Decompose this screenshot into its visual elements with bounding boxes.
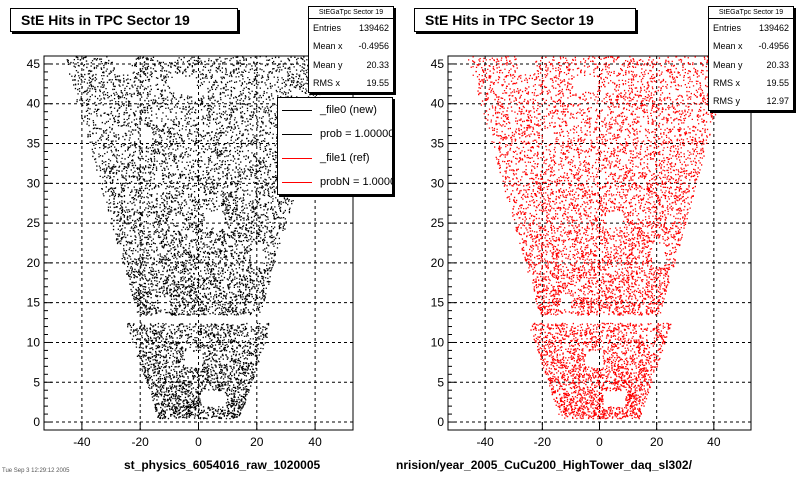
legend-label: probN = 1.000000 <box>320 176 392 188</box>
left-footer-filename: st_physics_6054016_raw_1020005 <box>124 458 321 472</box>
legend-entry: probN = 1.000000 <box>278 170 392 194</box>
hit-points <box>66 56 333 420</box>
stats-row: Mean x -0.4956 <box>309 37 393 55</box>
y-tick-label: 45 <box>27 57 41 71</box>
y-tick-label: 40 <box>431 97 445 111</box>
legend-label: _file1 (ref) <box>320 152 370 164</box>
stats-label: Entries <box>313 23 342 33</box>
y-tick-label: 30 <box>27 176 41 190</box>
y-tick-label: 45 <box>431 57 445 71</box>
stats-label: RMS x <box>713 77 740 88</box>
stats-label: Mean x <box>713 41 743 52</box>
stats-value: 19.55 <box>366 77 389 88</box>
y-tick-label: 10 <box>431 335 445 349</box>
right-hits-scatter <box>468 56 730 420</box>
y-tick-label: 35 <box>27 137 41 151</box>
y-tick-label: 25 <box>431 216 445 230</box>
legend-swatch <box>282 157 312 159</box>
left-legend: _file0 (new) prob = 1.000000 _file1 (ref) p… <box>277 97 393 195</box>
stats-row: Mean y 20.33 <box>709 56 793 74</box>
left-stats-title: StEGaTpc Sector 19 <box>309 7 393 19</box>
y-tick-label: 15 <box>431 296 445 310</box>
legend-swatch <box>282 109 312 111</box>
legend-entry: _file1 (ref) <box>278 146 392 170</box>
stats-value: -0.4956 <box>358 41 389 52</box>
stats-label: RMS x <box>313 77 340 88</box>
legend-entry: prob = 1.000000 <box>278 122 392 146</box>
stats-row: RMS y 12.97 <box>709 92 793 110</box>
left-axes: -40 -20 0 20 40 0 5 10 15 20 25 30 35 40 45 <box>27 57 322 449</box>
stats-value: -0.4956 <box>758 41 789 52</box>
legend-entry: _file0 (new) <box>278 98 392 122</box>
stats-row: Mean x -0.4956 <box>709 37 793 55</box>
stats-value: 139462 <box>358 23 389 33</box>
right-footer-path: nrision/year_2005_CuCu200_HighTower_daq_… <box>396 458 692 472</box>
y-tick-label: 5 <box>33 375 40 389</box>
y-tick-label: 15 <box>27 296 41 310</box>
y-tick-label: 20 <box>27 256 41 270</box>
left-chart-title: StE Hits in TPC Sector 19 <box>10 8 238 32</box>
y-tick-label: 20 <box>431 256 445 270</box>
x-tick-label: -40 <box>73 435 91 449</box>
corner-timestamp: Tue Sep 3 12:29:12 2005 <box>2 468 70 474</box>
stats-value: 20.33 <box>366 59 389 70</box>
x-tick-label: -20 <box>132 435 150 449</box>
left-hits-scatter <box>66 56 333 420</box>
right-stats-box: StEGaTpc Sector 19 Entries 139462 Mean x -0… <box>708 6 794 112</box>
stats-value: 139462 <box>758 23 789 33</box>
legend-swatch <box>282 133 312 135</box>
stats-value: 12.97 <box>766 96 789 107</box>
legend-label: prob = 1.000000 <box>320 128 393 140</box>
y-tick-label: 5 <box>437 375 444 389</box>
x-tick-label: 0 <box>596 435 603 449</box>
x-tick-label: 20 <box>250 435 264 449</box>
right-panel: -40 -20 0 20 40 0 5 10 15 20 25 30 35 40 45 <box>431 55 752 449</box>
stats-label: Mean y <box>713 59 743 70</box>
stats-value: 20.33 <box>766 59 789 70</box>
legend-swatch <box>282 181 312 183</box>
y-tick-label: 0 <box>437 415 444 429</box>
stats-row: Mean y 20.33 <box>309 56 393 74</box>
x-tick-label: -20 <box>534 435 552 449</box>
y-tick-label: 40 <box>27 97 41 111</box>
stats-row: Entries 139462 <box>309 19 393 37</box>
stats-value: 19.55 <box>766 77 789 88</box>
legend-label: _file0 (new) <box>320 104 377 116</box>
stats-label: RMS y <box>713 96 740 107</box>
y-tick-label: 25 <box>27 216 41 230</box>
right-axes: -40 -20 0 20 40 0 5 10 15 20 25 30 35 40 45 <box>431 57 721 449</box>
y-tick-label: 0 <box>33 415 40 429</box>
x-tick-label: 0 <box>195 435 202 449</box>
y-tick-label: 30 <box>431 176 445 190</box>
stats-label: Mean y <box>313 59 343 70</box>
x-tick-label: 40 <box>308 435 322 449</box>
stats-label: Mean x <box>313 41 343 52</box>
hit-points <box>468 56 730 420</box>
stats-row: RMS x 19.55 <box>709 74 793 92</box>
y-tick-label: 10 <box>27 335 41 349</box>
stats-row: RMS x 19.55 <box>309 74 393 92</box>
x-tick-label: 20 <box>650 435 664 449</box>
left-stats-box: StEGaTpc Sector 19 Entries 139462 Mean x -0… <box>308 6 394 94</box>
x-tick-label: 40 <box>707 435 721 449</box>
right-stats-title: StEGaTpc Sector 19 <box>709 7 793 19</box>
right-chart-title: StE Hits in TPC Sector 19 <box>414 8 636 32</box>
stats-label: Entries <box>713 23 742 33</box>
y-tick-label: 35 <box>431 137 445 151</box>
x-tick-label: -40 <box>476 435 494 449</box>
stats-row: Entries 139462 <box>709 19 793 37</box>
